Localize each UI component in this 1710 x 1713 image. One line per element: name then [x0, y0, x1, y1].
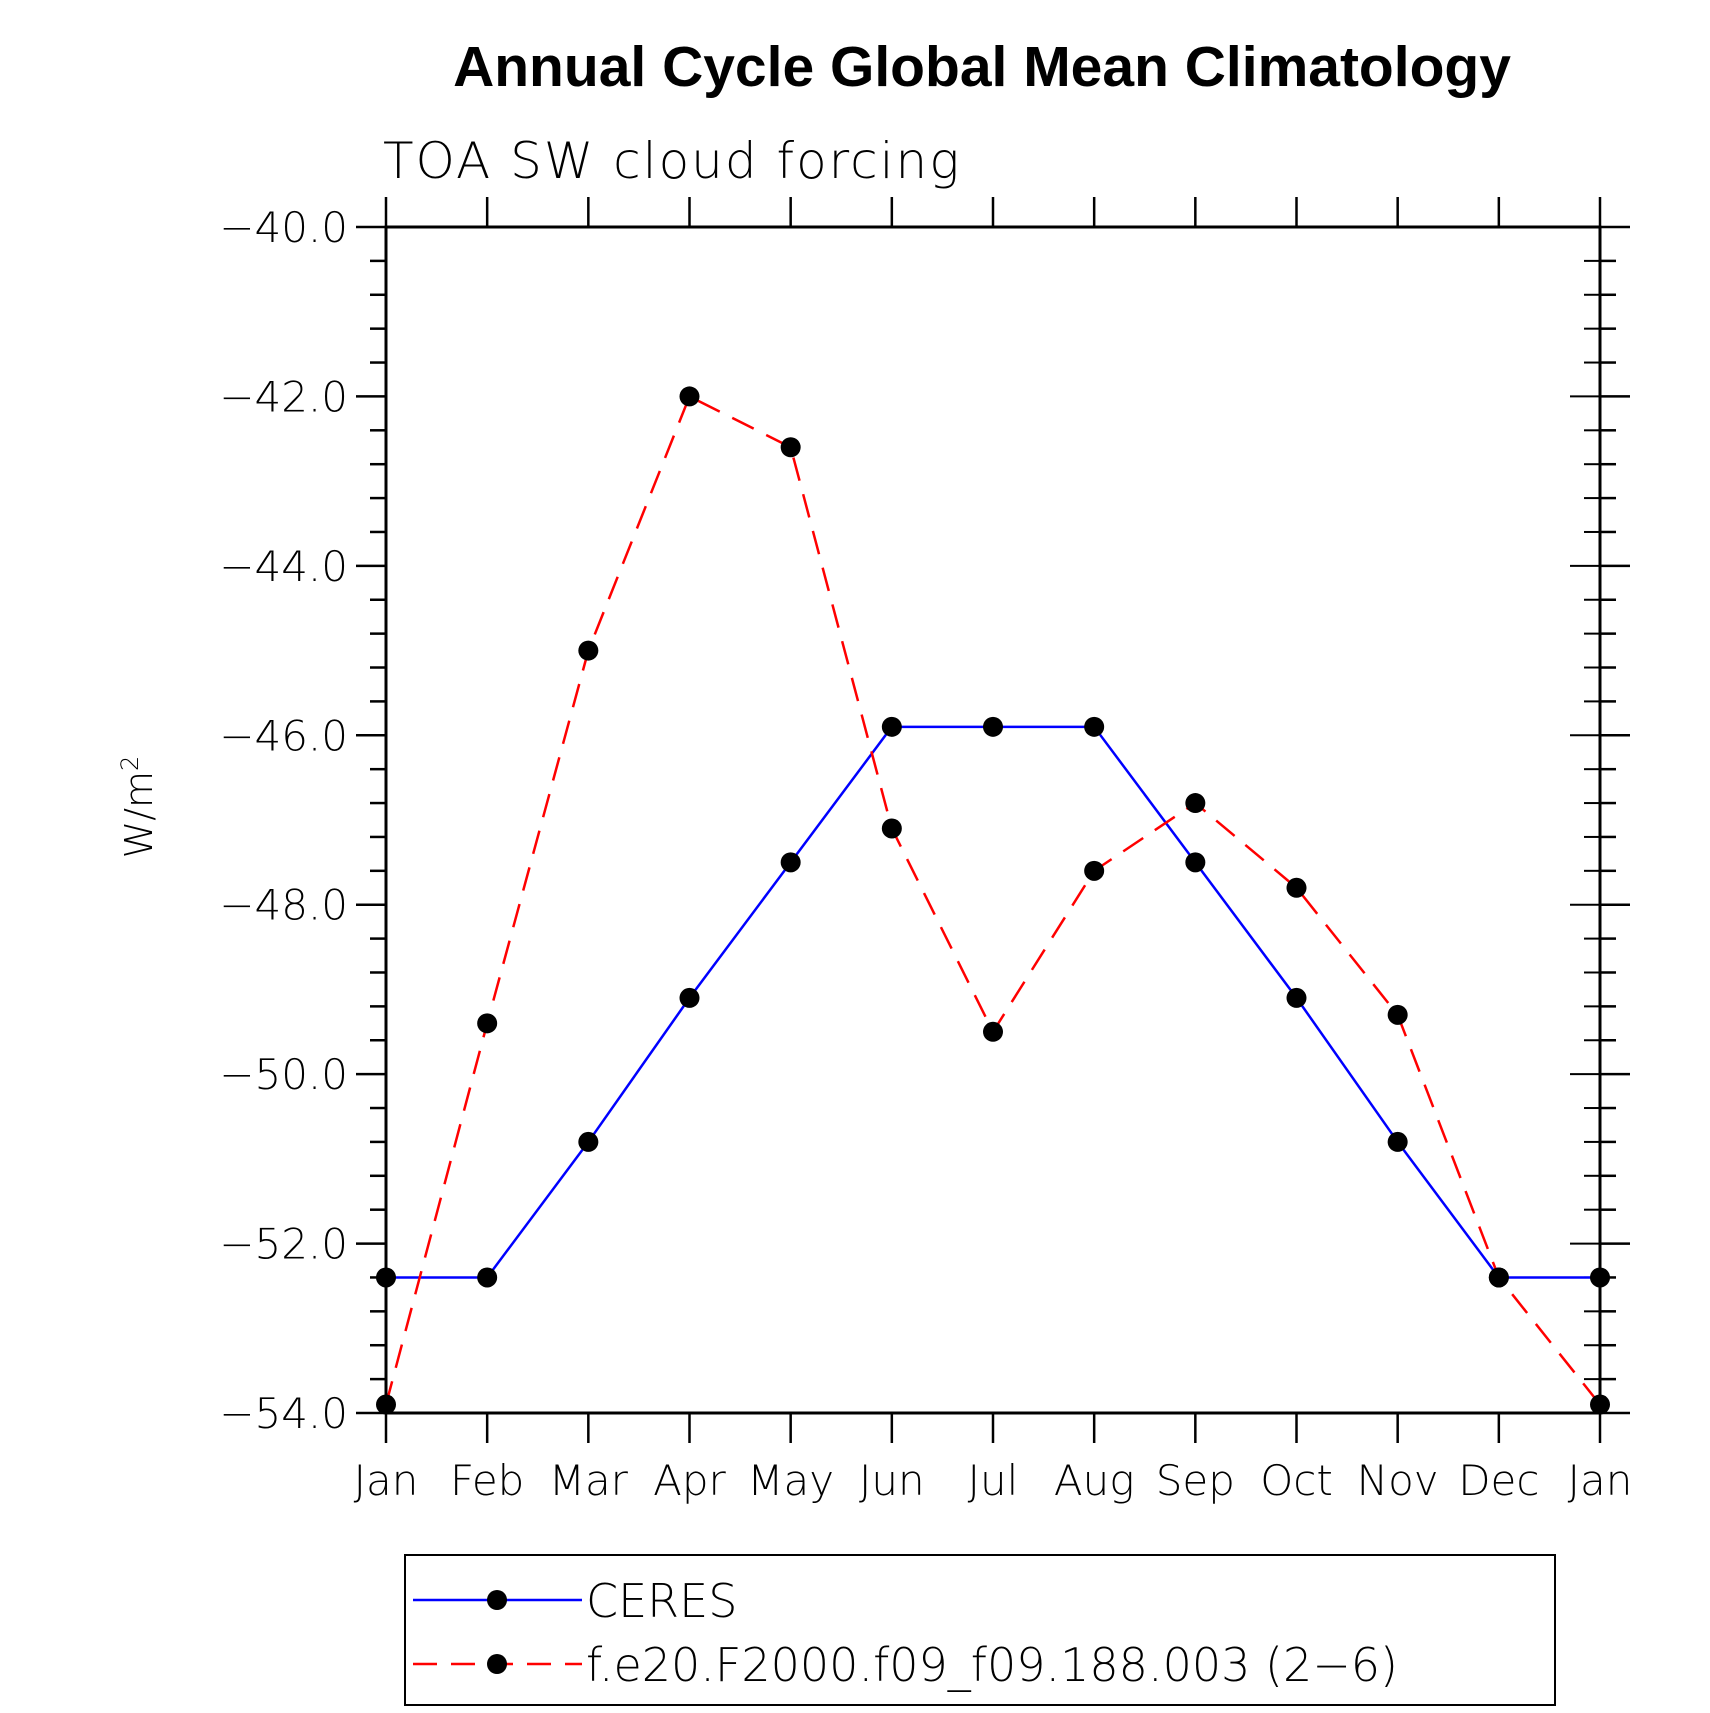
data-point: [1488, 1267, 1509, 1288]
y-tick-label: −44.0: [219, 542, 348, 591]
data-point: [376, 1394, 396, 1415]
data-point: [1286, 877, 1307, 898]
data-point: [780, 437, 801, 458]
series-layer: [376, 386, 1610, 1415]
data-point: [1286, 987, 1307, 1008]
series-line: [386, 725, 1600, 1279]
x-tick-label: Jan: [354, 1456, 419, 1505]
legend-marker: [487, 1654, 507, 1674]
data-point: [376, 1267, 396, 1288]
legend: CERES f.e20.F2000.f09_f09.188.003 (2−6): [404, 1554, 1556, 1706]
legend-label: f.e20.F2000.f09_f09.188.003 (2−6): [586, 1638, 1398, 1692]
data-point: [983, 716, 1003, 737]
data-point: [578, 1131, 599, 1152]
y-axis-label: W/m2: [116, 756, 161, 859]
x-tick-label: Apr: [653, 1456, 726, 1505]
data-point: [679, 386, 700, 407]
legend-marker: [487, 1590, 507, 1610]
data-point: [1185, 852, 1206, 873]
y-axis-label-superscript: 2: [116, 756, 144, 771]
axes: −40.0 −42.0 −44.0 −46.0 −48.0 −50.0 −52.0 −54.0…: [219, 197, 1632, 1505]
x-tick-label: Jan: [1568, 1456, 1633, 1505]
data-point: [1084, 716, 1105, 737]
data-point: [780, 852, 801, 873]
x-tick-label: Sep: [1156, 1456, 1235, 1505]
x-tick-label: May: [747, 1456, 834, 1505]
x-tick-label: Oct: [1260, 1456, 1333, 1505]
y-tick-label: −48.0: [219, 881, 348, 930]
data-point: [1590, 1267, 1610, 1288]
y-tick-label: −42.0: [219, 372, 348, 421]
x-tick-label: Mar: [549, 1456, 629, 1505]
data-point: [477, 1267, 498, 1288]
x-tick-label: Jul: [968, 1456, 1019, 1505]
legend-box: [404, 1554, 1556, 1706]
data-point: [1590, 1394, 1610, 1415]
data-point: [578, 640, 599, 661]
data-point: [881, 716, 902, 737]
series-2: [376, 386, 1610, 1415]
data-point: [1084, 860, 1105, 881]
x-tick-label: Nov: [1357, 1456, 1439, 1505]
plot-frame: [384, 225, 1602, 1415]
x-tick-label: Feb: [450, 1456, 524, 1505]
data-point: [679, 987, 700, 1008]
chart-title: Annual Cycle Global Mean Climatology: [453, 35, 1511, 99]
y-tick-label: −50.0: [219, 1050, 348, 1099]
y-axis-label-text: W/m: [117, 771, 161, 858]
legend-label: CERES: [586, 1574, 737, 1628]
y-tick-label: −52.0: [219, 1220, 348, 1269]
y-tick-label: −46.0: [219, 711, 348, 760]
data-point: [1387, 1131, 1408, 1152]
series-1: [376, 716, 1610, 1288]
y-tick-label: −54.0: [219, 1389, 348, 1438]
chart-subtitle: TOA SW cloud forcing: [383, 132, 961, 190]
data-point: [881, 818, 902, 839]
x-tick-label: Aug: [1054, 1456, 1135, 1505]
data-point: [477, 1013, 498, 1034]
x-tick-label: Dec: [1458, 1456, 1539, 1505]
data-point: [983, 1021, 1003, 1042]
data-point: [1387, 1004, 1408, 1025]
data-point: [1185, 793, 1206, 814]
y-tick-label: −40.0: [219, 203, 348, 252]
x-tick-label: Jun: [859, 1456, 925, 1505]
series-line: [384, 394, 1601, 1406]
